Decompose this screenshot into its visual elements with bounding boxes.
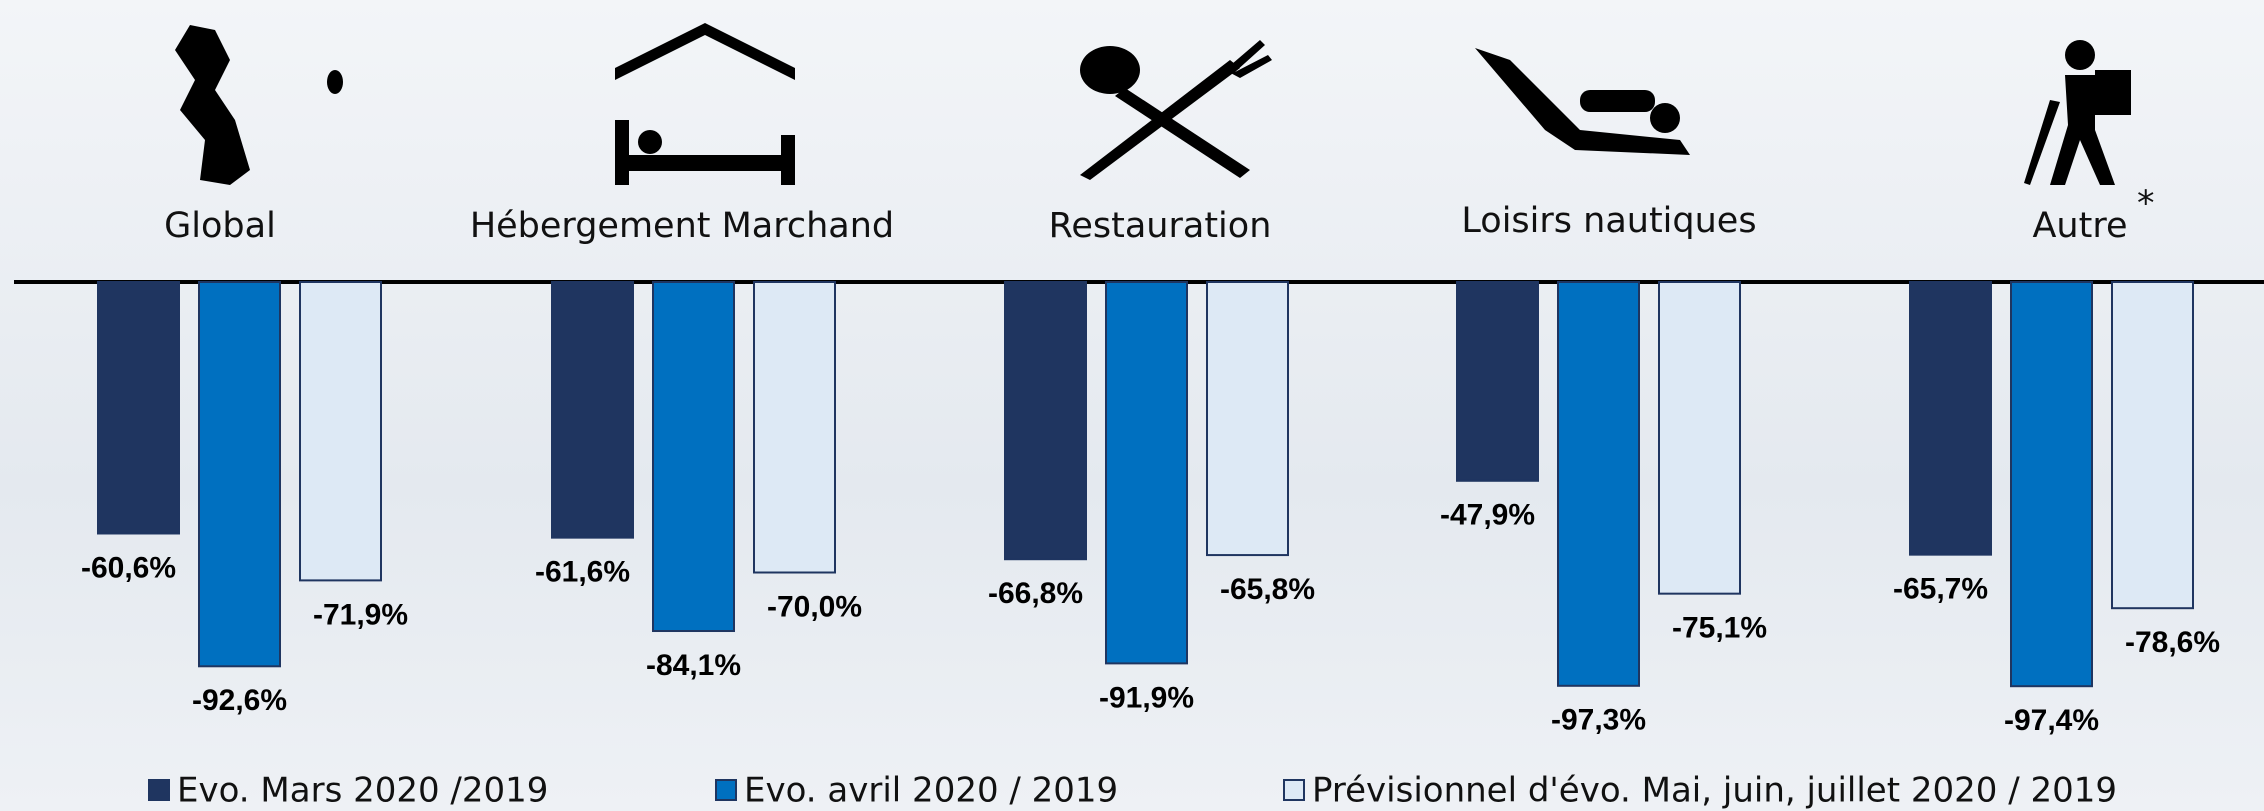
value-label: -47,9% <box>1440 499 1535 532</box>
bar <box>1456 281 1539 482</box>
icon-bed <box>638 130 662 154</box>
icon-hiker <box>2024 100 2060 185</box>
icon-island-small <box>327 70 343 94</box>
value-label: -70,0% <box>767 590 862 623</box>
value-label: -65,8% <box>1220 573 1315 606</box>
category-label: Restauration <box>1049 206 1272 246</box>
icon-roof <box>615 23 795 80</box>
legend-label: Evo. avril 2020 / 2019 <box>744 771 1118 811</box>
bar <box>1909 281 1992 556</box>
bar <box>1105 281 1188 665</box>
value-label: -71,9% <box>313 598 408 631</box>
value-label: -92,6% <box>192 684 287 717</box>
icon-hiker <box>2050 75 2115 185</box>
value-label: -78,6% <box>2125 626 2220 659</box>
category-label: Hébergement Marchand <box>470 206 894 246</box>
value-label: -84,1% <box>646 649 741 682</box>
bar <box>1658 281 1741 595</box>
icon-spoon <box>1115 88 1250 178</box>
value-label: -60,6% <box>81 551 176 584</box>
category-label: Autre <box>2032 206 2127 246</box>
value-label: -91,9% <box>1099 681 1194 714</box>
value-label: -75,1% <box>1672 612 1767 645</box>
bar <box>2010 281 2093 688</box>
legend-swatch <box>1283 779 1305 801</box>
icon-fork <box>1080 60 1240 180</box>
bar <box>1206 281 1289 557</box>
bar <box>652 281 735 633</box>
icon-spoon <box>1080 46 1140 94</box>
icon-bed <box>615 155 795 171</box>
category-label: Global <box>164 206 276 246</box>
bar <box>753 281 836 574</box>
bar <box>1557 281 1640 687</box>
bar <box>198 281 281 668</box>
icon-diver <box>1650 103 1680 133</box>
bar <box>299 281 382 582</box>
icon-diver <box>1580 90 1655 112</box>
bar <box>97 281 180 535</box>
icon-fork <box>1225 40 1272 78</box>
icon-island <box>175 25 250 185</box>
icon-diver <box>1475 48 1690 155</box>
legend-label: Evo. Mars 2020 /2019 <box>177 771 548 811</box>
icon-bed <box>781 135 795 185</box>
legend-swatch <box>148 779 170 801</box>
icon-hiker <box>2065 40 2095 70</box>
value-label: -65,7% <box>1893 573 1988 606</box>
icon-bed <box>615 120 629 185</box>
legend-label: Prévisionnel d'évo. Mai, juin, juillet 2… <box>1312 771 2117 811</box>
icons <box>175 23 2131 185</box>
annotation: * <box>2137 184 2155 224</box>
value-label: -97,3% <box>1551 704 1646 737</box>
value-label: -97,4% <box>2004 704 2099 737</box>
bar <box>1004 281 1087 561</box>
value-label: -61,6% <box>535 556 630 589</box>
icon-hiker <box>2095 70 2131 115</box>
bar <box>2111 281 2194 610</box>
bar <box>551 281 634 539</box>
value-label: -66,8% <box>988 577 1083 610</box>
legend-swatch <box>715 779 737 801</box>
category-label: Loisirs nautiques <box>1461 201 1756 241</box>
